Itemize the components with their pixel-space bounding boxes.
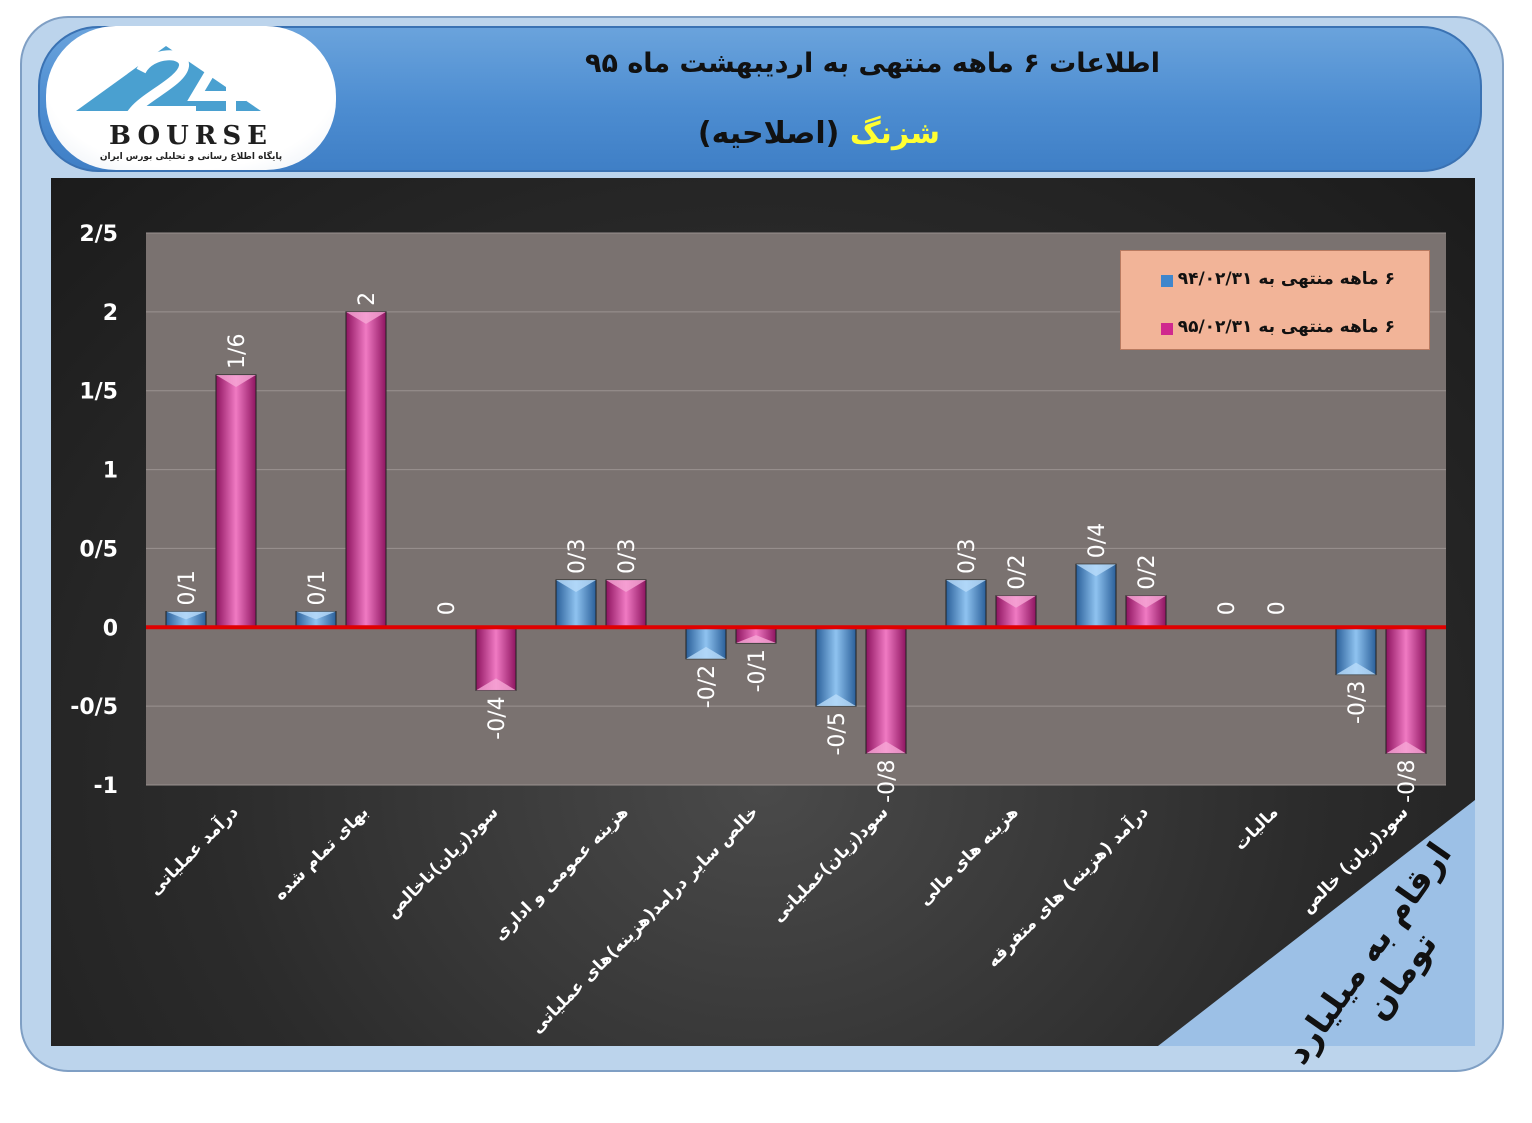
y-tick-label: 2 <box>103 301 118 326</box>
company-symbol: شزنگ <box>849 116 940 151</box>
company-name: شزنگ (اصلاحیه) <box>480 116 940 151</box>
bar-cap-series-1 <box>686 646 726 659</box>
page-title: اطلاعات ۶ ماهه منتهی به اردیبهشت ماه ۹۵ <box>584 48 1160 79</box>
bar-series-2 <box>1385 626 1427 754</box>
bar-cap-series-2 <box>216 374 256 387</box>
data-label-series-1: 0/3 <box>565 539 590 574</box>
logo-text: BOURSE <box>109 121 273 151</box>
data-label-series-1: 0 <box>1215 601 1240 615</box>
data-label-series-2: -0/1 <box>745 649 770 692</box>
bar-series-2 <box>995 595 1037 628</box>
data-label-series-2: -0/8 <box>875 759 900 802</box>
y-tick-label: 0/5 <box>79 537 118 562</box>
chart-legend: ۶ ماهه منتهی به ۹۴/۰۲/۳۱ ۶ ماهه منتهی به… <box>1120 250 1430 350</box>
data-label-series-1: 0/1 <box>305 570 330 605</box>
bar-cap-series-1 <box>816 694 856 707</box>
logo: BOURSE پایگاه اطلاع رسانی و تحلیلی بورس … <box>46 26 336 170</box>
category-label: خالص سایر درامد(هزینه)های عملیاتی <box>527 802 762 1037</box>
category-label: سود(زیان)عملیاتی <box>768 802 892 926</box>
bar-cap-series-2 <box>346 311 386 324</box>
category-label: مالیات <box>1230 802 1282 854</box>
data-label-series-2: 0 <box>1265 601 1290 615</box>
legend-label-series-1: ۶ ماهه منتهی به ۹۴/۰۲/۳۱ <box>1177 269 1395 289</box>
data-label-series-2: 1/6 <box>225 334 250 369</box>
category-label: سود(زیان)ناخالص <box>383 802 503 922</box>
y-tick-label: 0 <box>103 616 118 641</box>
data-label-series-1: 0/1 <box>175 570 200 605</box>
bar-cap-series-2 <box>1386 741 1426 754</box>
data-label-series-1: -0/3 <box>1345 681 1370 724</box>
bar-cap-series-2 <box>996 595 1036 608</box>
data-label-series-1: 0 <box>435 601 460 615</box>
bar-cap-series-1 <box>1336 662 1376 675</box>
company-note: (اصلاحیه) <box>697 116 850 151</box>
bar-cap-series-1 <box>166 611 206 620</box>
bar-series-2 <box>215 374 257 628</box>
bar-cap-series-2 <box>736 635 776 644</box>
data-label-series-1: -0/2 <box>695 665 720 708</box>
y-tick-label: 1/5 <box>79 380 118 405</box>
y-tick-label: -1 <box>94 774 118 799</box>
legend-item-series-1: ۶ ماهه منتهی به ۹۴/۰۲/۳۱ <box>1121 265 1421 295</box>
y-tick-label: -0/5 <box>70 695 118 720</box>
bar-cap-series-2 <box>866 741 906 754</box>
y-tick-label: 1 <box>103 459 118 484</box>
logo-subtitle: پایگاه اطلاع رسانی و تحلیلی بورس ایران <box>99 152 283 162</box>
data-label-series-1: -0/5 <box>825 712 850 755</box>
bar-cap-series-2 <box>606 579 646 592</box>
bar-series-2 <box>345 311 387 628</box>
legend-swatch-series-2 <box>1161 323 1173 335</box>
data-label-series-1: 0/3 <box>955 539 980 574</box>
bar-cap-series-1 <box>556 579 596 592</box>
data-label-series-2: 0/2 <box>1135 554 1160 589</box>
y-tick-label: 2/5 <box>79 222 118 247</box>
data-label-series-2: 0/2 <box>1005 554 1030 589</box>
category-label: هزینه عمومی و اداری <box>490 802 632 944</box>
category-label: هزینه های مالی <box>915 802 1023 910</box>
bar-cap-series-1 <box>946 579 986 592</box>
bar-cap-series-1 <box>296 611 336 620</box>
category-label: درآمد عملیاتی <box>144 801 243 900</box>
bar-cap-series-1 <box>1076 564 1116 577</box>
bar-cap-series-2 <box>476 678 516 691</box>
bar-cap-series-2 <box>1126 595 1166 608</box>
logo-mark-icon <box>76 46 261 116</box>
legend-item-series-2: ۶ ماهه منتهی به ۹۵/۰۲/۳۱ <box>1121 313 1421 343</box>
data-label-series-2: -0/4 <box>485 696 510 739</box>
legend-label-series-2: ۶ ماهه منتهی به ۹۵/۰۲/۳۱ <box>1177 317 1395 337</box>
data-label-series-2: 2 <box>355 292 380 306</box>
data-label-series-1: 0/4 <box>1085 523 1110 558</box>
legend-swatch-series-1 <box>1161 275 1173 287</box>
category-label: بهای تمام شده <box>270 802 372 904</box>
data-label-series-2: -0/8 <box>1395 759 1420 802</box>
data-label-series-2: 0/3 <box>615 539 640 574</box>
bar-series-2 <box>865 626 907 754</box>
